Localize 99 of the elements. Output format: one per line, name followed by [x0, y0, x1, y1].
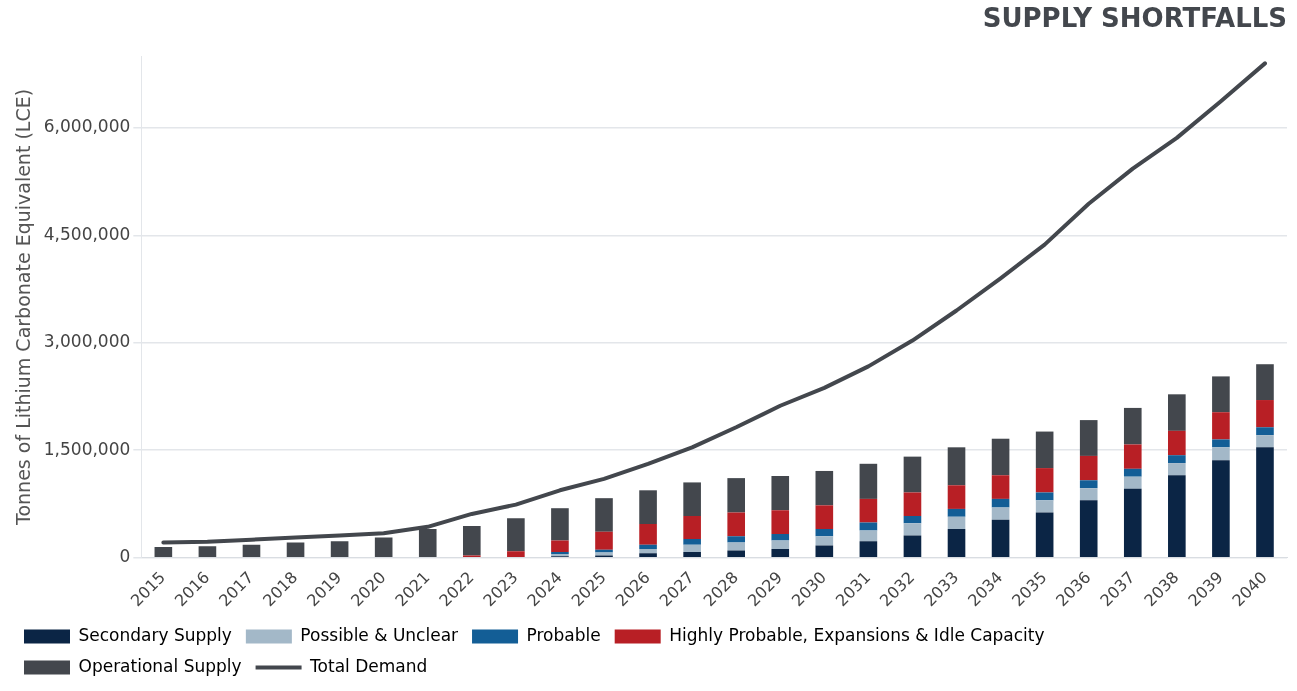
bar	[815, 528, 834, 537]
bar	[1123, 476, 1142, 489]
bar	[1168, 463, 1186, 476]
bar	[1168, 430, 1186, 456]
bar	[1256, 427, 1274, 436]
y-tick-label: 0	[119, 546, 131, 567]
bar	[1035, 492, 1054, 501]
chart-title: SUPPLY SHORTFALLS	[982, 3, 1287, 34]
bar	[1079, 420, 1098, 456]
bar	[1079, 480, 1098, 489]
bar	[1212, 376, 1230, 413]
legend-label: Total Demand	[309, 655, 428, 676]
bar	[462, 526, 481, 556]
bar	[551, 540, 569, 552]
bar	[859, 498, 878, 523]
bar	[859, 530, 878, 542]
bar	[595, 498, 613, 532]
bar	[1123, 468, 1142, 477]
bar	[1256, 400, 1274, 428]
bar	[947, 516, 966, 529]
bar	[727, 536, 746, 543]
y-tick-label: 4,500,000	[43, 223, 131, 244]
legend-label: Possible & Unclear	[300, 624, 459, 645]
bar	[727, 478, 746, 513]
bar	[771, 549, 790, 557]
bar	[903, 523, 922, 536]
bar	[683, 551, 701, 557]
bar	[771, 540, 790, 550]
bar	[1035, 468, 1054, 493]
bar	[947, 485, 966, 509]
bar	[991, 519, 1010, 557]
bar	[947, 508, 966, 517]
y-axis-title: Tonnes of Lithium Carbonate Equivalent (LCE)	[12, 88, 35, 526]
y-tick-label: 3,000,000	[43, 331, 131, 352]
bar	[639, 549, 657, 554]
bar	[639, 490, 657, 524]
bar	[683, 516, 701, 540]
bar	[815, 536, 834, 546]
bar	[683, 539, 701, 545]
bar	[991, 507, 1010, 520]
bar	[1256, 447, 1274, 557]
bar	[727, 550, 746, 557]
bar	[1079, 500, 1098, 557]
bar	[771, 533, 790, 541]
legend-label: Operational Supply	[78, 655, 242, 676]
bar	[1168, 394, 1186, 431]
bar	[639, 544, 657, 550]
bar	[1256, 364, 1274, 401]
bar	[639, 523, 657, 545]
bar	[374, 537, 393, 557]
bar	[242, 544, 261, 557]
bar	[1079, 455, 1098, 481]
bar	[1079, 488, 1098, 501]
bar	[1123, 488, 1142, 557]
bar	[947, 447, 966, 486]
bar	[859, 463, 878, 499]
bar	[1123, 407, 1142, 445]
legend-label: Secondary Supply	[78, 624, 232, 645]
bar	[330, 541, 349, 557]
bar	[1256, 435, 1274, 448]
bar	[1212, 447, 1230, 461]
bar	[595, 531, 613, 550]
bar	[507, 518, 525, 552]
bar	[815, 505, 834, 529]
bar	[639, 553, 657, 557]
legend-label: Probable	[526, 624, 601, 645]
bar	[771, 475, 790, 511]
y-tick-label: 6,000,000	[43, 116, 131, 137]
legend-label: Highly Probable, Expansions & Idle Capacity	[669, 624, 1045, 645]
bar	[1212, 439, 1230, 448]
bar	[154, 546, 173, 557]
bar	[1035, 500, 1054, 513]
bar	[1212, 460, 1230, 557]
bar	[286, 542, 305, 557]
bar	[1123, 444, 1142, 469]
bar	[903, 456, 922, 493]
bar	[903, 535, 922, 557]
bar	[815, 545, 834, 557]
bar	[859, 541, 878, 557]
bar	[1168, 455, 1186, 464]
bar	[991, 475, 1010, 499]
bar	[991, 438, 1010, 476]
y-tick-label: 1,500,000	[43, 438, 131, 459]
bar	[683, 482, 701, 517]
bar	[903, 516, 922, 524]
bar	[1035, 512, 1054, 557]
bar	[1168, 475, 1186, 557]
bar	[1035, 431, 1054, 469]
bar	[507, 551, 525, 557]
bar	[727, 542, 746, 551]
bar	[683, 544, 701, 552]
bar	[727, 512, 746, 537]
bar	[771, 510, 790, 534]
bar	[815, 470, 834, 506]
bar	[198, 546, 217, 557]
bar	[1212, 412, 1230, 440]
bar	[903, 492, 922, 517]
bar	[947, 528, 966, 557]
bar	[551, 508, 569, 541]
